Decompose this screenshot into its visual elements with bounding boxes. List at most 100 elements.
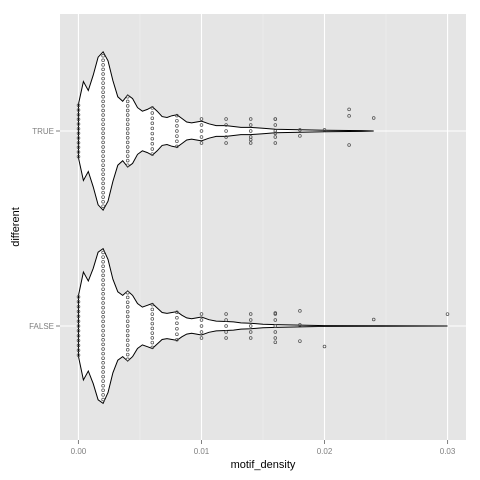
x-axis-title: motif_density bbox=[231, 459, 296, 471]
data-point bbox=[273, 324, 278, 328]
data-point bbox=[101, 90, 105, 94]
data-point bbox=[76, 140, 81, 145]
data-point bbox=[273, 117, 278, 121]
data-point bbox=[101, 301, 105, 305]
y-tick-label: TRUE bbox=[32, 127, 54, 136]
data-point bbox=[101, 149, 105, 154]
data-point bbox=[175, 118, 179, 123]
data-point bbox=[150, 116, 155, 120]
data-point bbox=[150, 111, 155, 115]
data-point bbox=[76, 112, 81, 117]
data-point bbox=[175, 139, 179, 144]
data-point bbox=[273, 129, 278, 133]
data-point bbox=[101, 296, 105, 301]
data-point bbox=[101, 356, 105, 360]
data-point bbox=[199, 336, 204, 340]
data-point bbox=[125, 163, 130, 167]
data-point bbox=[125, 149, 130, 154]
data-point bbox=[76, 348, 81, 352]
data-point bbox=[150, 326, 155, 331]
data-point bbox=[224, 117, 228, 121]
data-point bbox=[101, 292, 105, 296]
data-point bbox=[273, 340, 278, 344]
data-point bbox=[101, 58, 105, 63]
data-point bbox=[101, 347, 105, 351]
data-point bbox=[101, 177, 105, 181]
data-point bbox=[76, 108, 81, 112]
data-point bbox=[273, 311, 278, 315]
data-point bbox=[76, 126, 81, 131]
data-point bbox=[101, 259, 105, 264]
data-point bbox=[273, 131, 278, 135]
data-point bbox=[125, 338, 130, 343]
x-tick-label: 0.02 bbox=[317, 447, 333, 456]
data-point bbox=[101, 370, 105, 374]
data-point bbox=[101, 122, 105, 126]
data-point bbox=[125, 122, 130, 126]
data-point bbox=[224, 336, 228, 340]
data-point bbox=[347, 107, 351, 112]
data-point bbox=[273, 135, 278, 139]
data-point bbox=[150, 307, 155, 312]
data-point bbox=[101, 365, 105, 370]
data-point bbox=[101, 393, 105, 397]
y-axis-title: different bbox=[10, 207, 22, 247]
data-point bbox=[150, 317, 155, 321]
data-point bbox=[101, 351, 105, 356]
data-point bbox=[150, 340, 155, 345]
data-point bbox=[76, 309, 81, 314]
data-point bbox=[248, 312, 253, 316]
data-point bbox=[101, 113, 105, 117]
data-point bbox=[150, 126, 155, 131]
data-point bbox=[125, 348, 130, 352]
data-point bbox=[150, 312, 155, 316]
y-tick-label: FALSE bbox=[29, 322, 54, 331]
data-point bbox=[199, 324, 204, 328]
data-point bbox=[101, 67, 105, 72]
data-point bbox=[175, 332, 179, 336]
violin-false bbox=[78, 247, 448, 405]
data-point bbox=[150, 121, 155, 126]
data-point bbox=[224, 123, 228, 127]
data-point bbox=[199, 129, 204, 133]
data-point bbox=[101, 63, 105, 67]
data-point bbox=[150, 152, 155, 156]
data-point bbox=[175, 144, 179, 149]
data-point bbox=[101, 305, 105, 310]
data-point bbox=[101, 269, 105, 273]
data-point bbox=[101, 324, 105, 328]
data-point bbox=[125, 300, 130, 304]
data-point bbox=[76, 295, 81, 299]
data-point bbox=[101, 145, 105, 149]
data-point bbox=[347, 143, 351, 147]
data-point bbox=[76, 338, 81, 343]
data-point bbox=[125, 131, 130, 136]
data-point bbox=[371, 116, 376, 120]
data-point bbox=[199, 117, 204, 121]
data-point bbox=[322, 128, 327, 132]
data-point bbox=[248, 318, 253, 322]
data-point bbox=[298, 128, 302, 132]
data-point bbox=[150, 345, 155, 350]
data-point bbox=[101, 186, 105, 190]
data-point bbox=[101, 333, 105, 337]
data-point bbox=[76, 300, 81, 304]
data-point bbox=[224, 318, 228, 322]
data-point bbox=[125, 329, 130, 333]
data-point bbox=[76, 145, 81, 150]
data-point bbox=[125, 305, 130, 309]
data-point bbox=[101, 397, 105, 402]
data-point bbox=[224, 135, 228, 139]
data-point bbox=[101, 136, 105, 140]
data-point bbox=[101, 374, 105, 379]
data-point bbox=[101, 181, 105, 186]
data-point bbox=[248, 137, 253, 142]
data-point bbox=[224, 141, 228, 145]
data-point bbox=[175, 134, 179, 138]
data-point bbox=[371, 317, 376, 322]
data-point bbox=[101, 278, 105, 282]
data-point bbox=[101, 315, 105, 319]
data-point bbox=[125, 352, 130, 357]
data-point bbox=[76, 314, 81, 319]
